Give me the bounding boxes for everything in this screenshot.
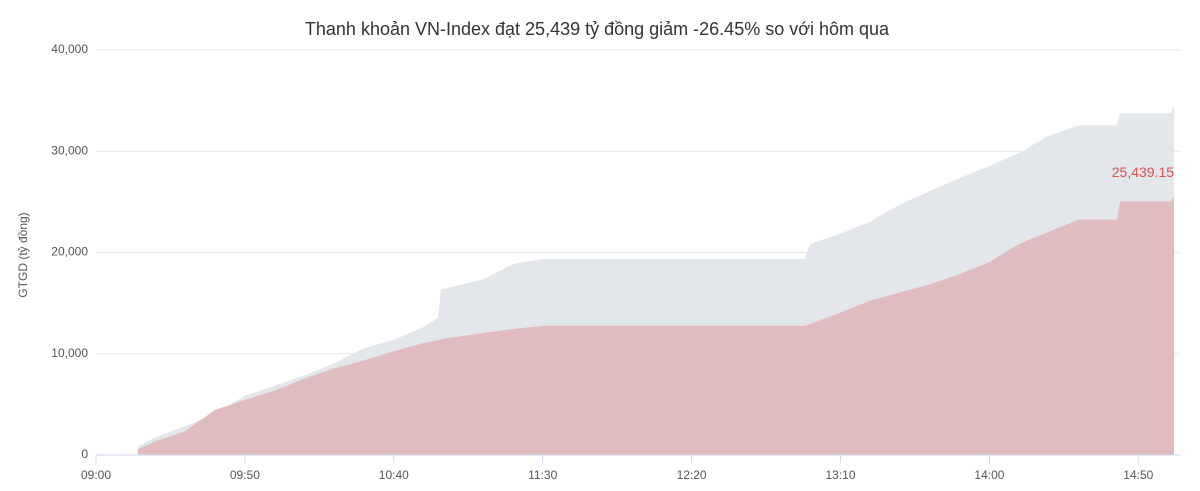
area-line — [137, 197, 1175, 451]
x-tick-label: 09:50 — [230, 468, 260, 482]
y-tick-label: 40,000 — [51, 42, 88, 56]
x-tick-label: 09:00 — [81, 468, 111, 482]
y-tick-label: 30,000 — [51, 143, 88, 157]
chart-title: Thanh khoản VN-Index đạt 25,439 tỷ đồng … — [305, 19, 890, 39]
y-tick-label: 20,000 — [51, 245, 88, 259]
x-tick-label: 12:20 — [677, 468, 707, 482]
x-tick-label: 14:50 — [1123, 468, 1153, 482]
y-tick-label: 10,000 — [51, 346, 88, 360]
x-tick-label: 10:40 — [379, 468, 409, 482]
x-tick-label: 13:10 — [825, 468, 855, 482]
x-tick-label: 11:30 — [528, 468, 557, 482]
x-tick-label: 14:00 — [974, 468, 1004, 482]
value-label: 25,439.15 — [1112, 164, 1174, 180]
area-line — [137, 105, 1175, 448]
y-axis-label: GTGD (tỷ đồng) — [16, 212, 30, 297]
y-tick-label: 0 — [81, 447, 88, 461]
area-fill — [137, 197, 1175, 456]
